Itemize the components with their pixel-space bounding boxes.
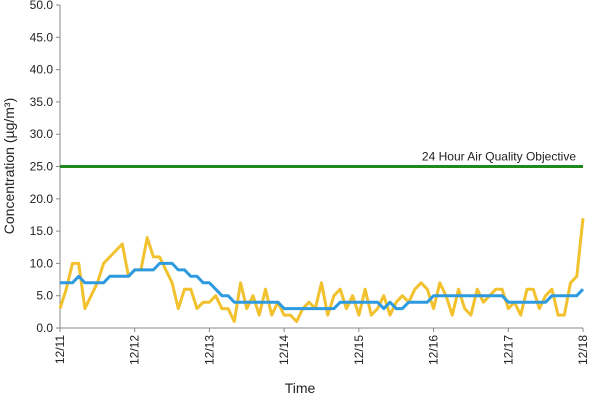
y-tick-label: 50.0 [30,0,54,12]
series-line [58,218,585,323]
x-axis-label: Time [285,380,316,396]
objective-label: 24 Hour Air Quality Objective [422,150,576,164]
series-line [60,261,585,311]
x-tick-label: 12/18 [576,335,590,365]
y-tick-label: 40.0 [30,63,54,77]
y-tick-label: 45.0 [30,30,54,44]
x-tick-label: 12/15 [352,335,366,365]
y-tick-label: 0.0 [36,321,53,335]
x-tick-label: 12/13 [202,335,216,365]
y-tick-label: 15.0 [30,224,54,238]
x-tick-label: 12/11 [53,335,67,364]
y-tick-label: 10.0 [30,256,54,270]
y-tick-label: 5.0 [36,289,53,303]
x-tick-label: 12/12 [128,335,142,365]
y-tick-label: 20.0 [30,192,54,206]
x-tick-label: 12/14 [277,335,291,365]
y-tick-label: 35.0 [30,95,54,109]
x-tick-label: 12/16 [427,335,441,365]
y-tick-label: 25.0 [30,160,54,174]
x-tick-label: 12/17 [501,335,515,365]
y-tick-label: 30.0 [30,127,54,141]
y-axis-label: Concentration (µg/m³) [1,98,17,234]
